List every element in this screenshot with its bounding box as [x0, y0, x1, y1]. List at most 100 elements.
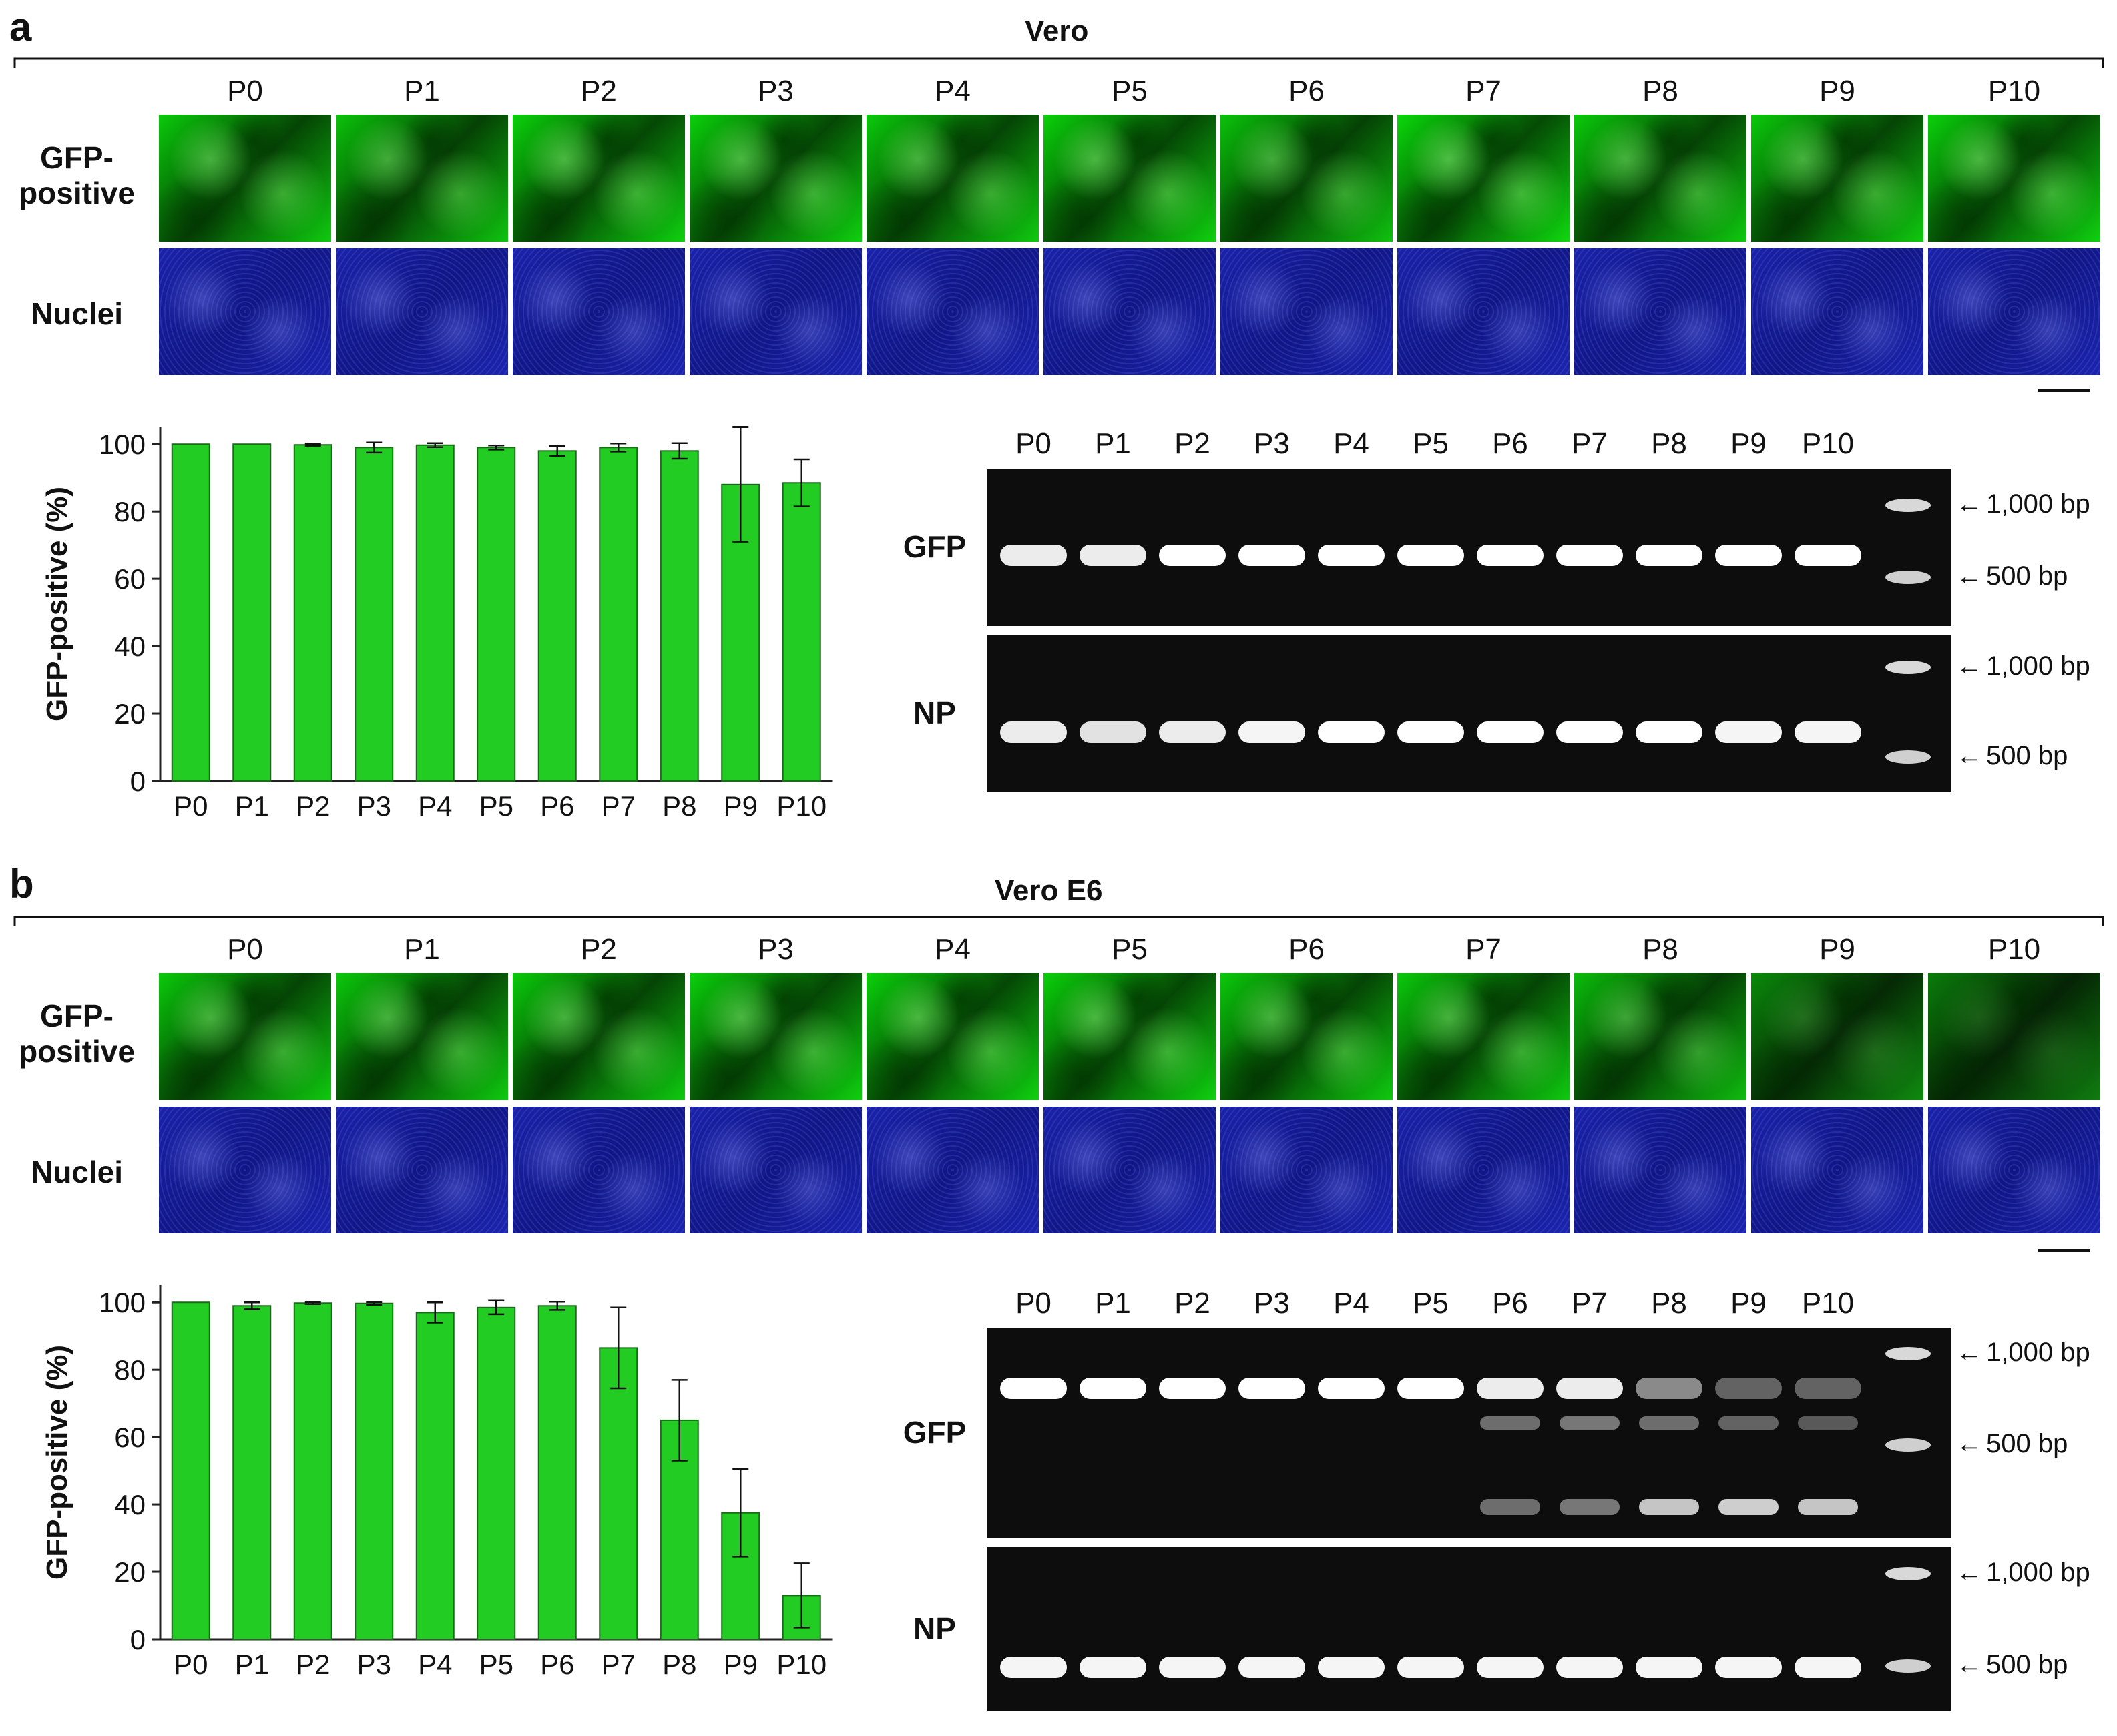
x-tick-label: P3 — [357, 1649, 391, 1680]
nuclei-micrograph — [1574, 1107, 1746, 1233]
passage-label: P8 — [1642, 75, 1678, 107]
x-tick-label: P10 — [776, 1649, 827, 1680]
arrow-left-icon: ← — [1956, 651, 1983, 681]
arrow-left-icon: ← — [1956, 561, 1983, 591]
arrow-left-icon: ← — [1956, 489, 1983, 519]
ladder-band — [1885, 750, 1931, 764]
bar — [415, 1312, 455, 1640]
x-tick-label: P6 — [540, 1649, 574, 1680]
gel-band — [1159, 721, 1226, 743]
gel-band — [1080, 1378, 1146, 1399]
gel-band — [1397, 545, 1464, 566]
nuclei-micrograph — [159, 1107, 331, 1233]
ladder-band — [1885, 1659, 1931, 1673]
gel-lane-label: P2 — [1174, 427, 1210, 460]
arrow-left-icon: ← — [1956, 1558, 1983, 1587]
passage-label: P3 — [758, 933, 794, 966]
ladder-band — [1885, 571, 1931, 584]
nuclei-micrograph — [690, 248, 862, 375]
x-tick-label: P8 — [662, 790, 696, 822]
ladder-band — [1885, 499, 1931, 512]
passage-label: P1 — [404, 75, 440, 107]
passage-label: P10 — [1987, 933, 2041, 966]
y-tick-label: 80 — [114, 496, 146, 527]
gel-band — [1000, 545, 1067, 566]
nuclei-micrograph — [1574, 248, 1746, 375]
bar — [171, 443, 210, 782]
y-tick-label: 100 — [99, 428, 146, 460]
arrow-left-icon: ← — [1956, 1429, 1983, 1458]
gel-band — [1159, 1378, 1226, 1399]
bar — [477, 1306, 516, 1641]
bar — [293, 1302, 332, 1640]
nuclei-micrograph — [1043, 248, 1216, 375]
gel-lane-label: P10 — [1801, 427, 1855, 460]
x-tick-label: P6 — [540, 790, 574, 822]
size-marker-label: 1,000 bp — [1986, 651, 2090, 681]
gfp-micrograph — [867, 973, 1039, 1100]
gel-row-label: GFP — [903, 1415, 967, 1450]
gel-lane-label: P6 — [1492, 1287, 1528, 1320]
gfp-micrograph — [336, 115, 508, 242]
gel-background — [987, 1328, 1951, 1538]
gfp-micrograph — [1397, 115, 1570, 242]
x-tick-label: P3 — [357, 790, 391, 822]
gel-lane-label: P0 — [1015, 1287, 1051, 1320]
gel-lane-label: P7 — [1572, 1287, 1608, 1320]
x-tick-label: P1 — [235, 790, 269, 822]
gel-lane-label: P9 — [1730, 1287, 1767, 1320]
panel-letter: b — [9, 862, 34, 906]
gel-lane-label: P1 — [1095, 1287, 1131, 1320]
x-tick-label: P7 — [602, 790, 636, 822]
y-tick-label: 60 — [114, 563, 146, 595]
gel-band — [1318, 1657, 1385, 1678]
gel-band — [1715, 1378, 1782, 1399]
passage-label: P7 — [1465, 75, 1501, 107]
bar — [415, 444, 455, 782]
gel-band — [1477, 1657, 1544, 1678]
x-tick-label: P9 — [724, 1649, 758, 1680]
gel-lane-label: P5 — [1413, 1287, 1449, 1320]
gel-band — [1159, 545, 1226, 566]
nuclei-micrograph — [336, 248, 508, 375]
x-tick-label: P0 — [174, 790, 208, 822]
nuclei-micrograph — [1043, 1107, 1216, 1233]
gel-band — [1477, 545, 1544, 566]
x-tick-label: P1 — [235, 1649, 269, 1680]
bar — [477, 447, 516, 782]
size-marker-label: 500 bp — [1986, 1429, 2068, 1458]
gel-band — [1000, 1378, 1067, 1399]
bar — [355, 1302, 394, 1640]
gel-lane-label: P3 — [1254, 1287, 1290, 1320]
gel-band-faint — [1718, 1416, 1779, 1430]
gel-band — [1556, 1657, 1623, 1678]
gel-band — [1636, 545, 1702, 566]
bar — [537, 450, 577, 782]
gel-band — [1795, 721, 1861, 743]
bar — [537, 1305, 577, 1641]
gfp-micrograph — [1928, 115, 2100, 242]
bar — [355, 447, 394, 782]
y-axis-label: GFP-positive (%) — [41, 487, 73, 721]
gfp-micrograph — [1397, 973, 1570, 1100]
bar — [782, 482, 821, 782]
gel-band-faint — [1560, 1416, 1620, 1430]
x-tick-label: P2 — [296, 790, 330, 822]
gel-lane-label: P8 — [1651, 427, 1687, 460]
gel-lane-label: P0 — [1015, 427, 1051, 460]
y-tick-label: 20 — [114, 1556, 146, 1588]
passage-label: P8 — [1642, 933, 1678, 966]
bar — [660, 450, 699, 782]
agarose-gel — [987, 1547, 1951, 1711]
gel-band — [1318, 721, 1385, 743]
gel-lane-label: P7 — [1572, 427, 1608, 460]
gfp-micrograph — [1043, 973, 1216, 1100]
gel-band — [1715, 545, 1782, 566]
gel-band — [1080, 545, 1146, 566]
agarose-gel — [987, 635, 1951, 792]
row-label-nuclei: Nuclei — [30, 296, 124, 331]
nuclei-micrograph — [513, 248, 685, 375]
gel-band — [1318, 545, 1385, 566]
passage-label: P7 — [1465, 933, 1501, 966]
size-marker-label: 500 bp — [1986, 561, 2068, 591]
